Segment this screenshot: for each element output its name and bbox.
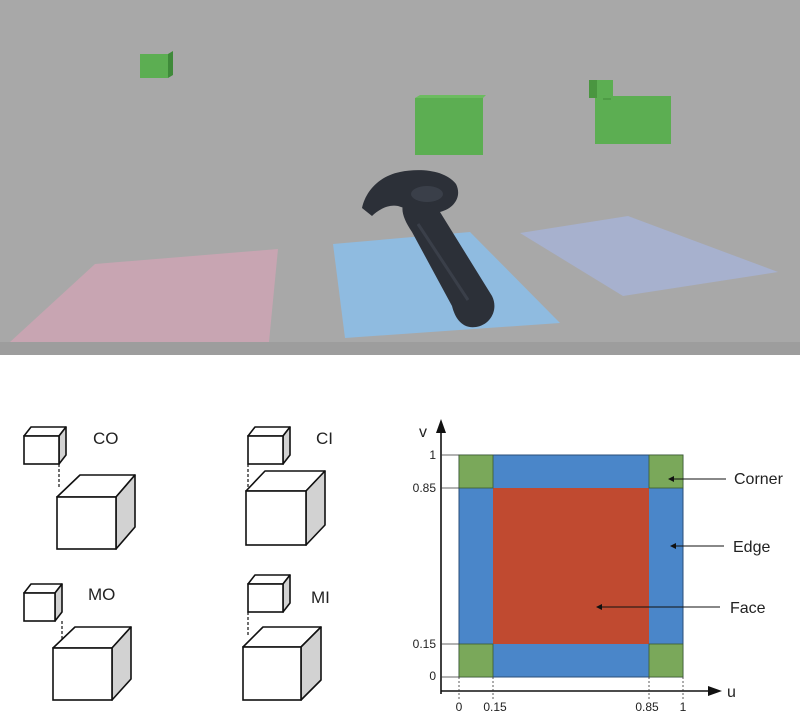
u-axis-arrow: [708, 686, 722, 696]
u-axis-label: u: [727, 684, 736, 701]
lavender-floor-pad: [520, 216, 778, 296]
edge-label: Edge: [733, 539, 770, 556]
face-region: [493, 488, 649, 644]
corner-region-top-right: [648, 454, 684, 489]
vr-controller: [362, 170, 495, 328]
uv-region-diagram: v u 1 0.85 0.15 0 0 0.15 0.85 1 Corner E…: [413, 419, 784, 714]
v-tick-label: 1: [429, 448, 436, 462]
v-axis-arrow: [436, 419, 446, 433]
large-cube: [52, 626, 132, 701]
condition-label: CI: [316, 429, 333, 448]
condition-mo: MO: [23, 583, 132, 701]
condition-label: MO: [88, 585, 115, 604]
large-cube: [245, 470, 326, 546]
edge-callout-arrowhead: [670, 543, 676, 549]
corner-region-bottom-right: [648, 643, 684, 678]
right-cube-large: [595, 96, 671, 144]
v-tick-label: 0: [429, 669, 436, 683]
small-cube: [247, 426, 291, 465]
v-axis-label: v: [419, 424, 427, 441]
condition-mi: MI: [242, 574, 330, 701]
face-callout-arrowhead: [596, 604, 602, 610]
corner-callout-arrowhead: [668, 476, 674, 482]
u-tick-label: 1: [680, 700, 687, 714]
pink-floor-pad: [10, 249, 278, 342]
u-tick-label: 0.15: [483, 700, 507, 714]
large-cube: [242, 626, 322, 701]
condition-diagram: CO CI MO: [23, 419, 784, 714]
corner-label: Corner: [734, 471, 784, 488]
condition-ci: CI: [245, 426, 333, 546]
scene-floor-edge: [0, 342, 800, 355]
u-tick-label: 0.85: [635, 700, 659, 714]
center-cube: [415, 95, 486, 155]
small-cube: [247, 574, 291, 613]
small-cube: [23, 426, 67, 465]
face-label: Face: [730, 600, 766, 617]
right-cube-small: [589, 80, 613, 98]
large-cube: [56, 474, 136, 550]
v-tick-label: 0.85: [413, 481, 437, 495]
corner-region-bottom-left: [458, 643, 494, 678]
condition-co: CO: [23, 426, 136, 550]
u-tick-label: 0: [456, 700, 463, 714]
vr-scene: [0, 0, 800, 355]
corner-region-top-left: [458, 454, 494, 489]
small-cube: [23, 583, 63, 622]
v-tick-label: 0.15: [413, 637, 437, 651]
condition-label: CO: [93, 429, 119, 448]
small-far-cube: [140, 51, 173, 78]
condition-label: MI: [311, 588, 330, 607]
